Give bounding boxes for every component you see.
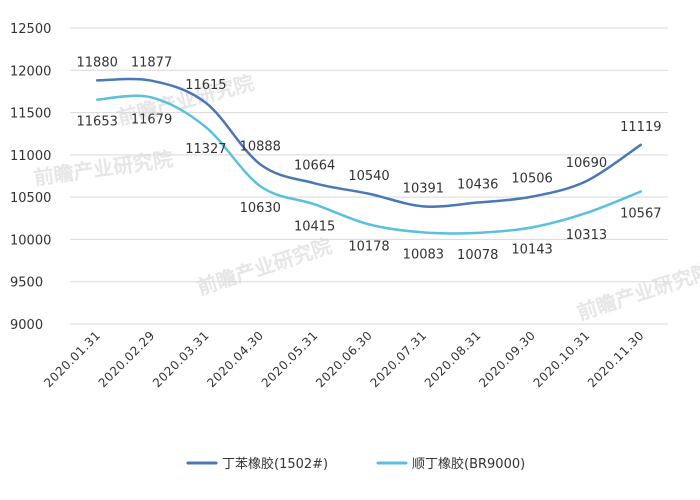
x-tick-label: 2020.06.30	[313, 328, 375, 390]
data-label: 10415	[294, 219, 335, 234]
data-label: 10143	[511, 242, 552, 257]
y-tick-label: 11500	[10, 107, 51, 122]
data-label: 10391	[403, 181, 444, 196]
x-tick-label: 2020.10.31	[531, 328, 593, 390]
y-tick-label: 12000	[10, 64, 51, 79]
watermark-text: 前瞻产业研究院	[194, 234, 335, 300]
y-axis-ticks: 9000 9500 10000 10500 11000 11500 12000 12500	[10, 22, 51, 333]
series-line	[95, 94, 643, 235]
data-label: 11615	[185, 78, 226, 93]
x-tick-label: 2020.07.31	[367, 328, 429, 390]
legend-label: 丁苯橡胶(1502#)	[222, 456, 328, 472]
y-tick-label: 10000	[10, 233, 51, 248]
data-label: 10313	[566, 228, 607, 243]
watermark-text: 前瞻产业研究院	[574, 259, 700, 325]
data-label: 10540	[348, 169, 389, 184]
y-tick-label: 9500	[10, 276, 43, 291]
y-tick-label: 9000	[10, 318, 43, 333]
x-tick-label: 2020.09.30	[476, 328, 538, 390]
watermark-text: 前瞻产业研究院	[32, 147, 174, 190]
data-labels: 11880 11877 11615 10888 10664 10540 10391 10436…	[77, 55, 662, 262]
data-label: 10083	[403, 247, 444, 262]
data-label: 11880	[77, 55, 118, 70]
legend-label: 顺丁橡胶(BR9000)	[412, 456, 525, 472]
y-tick-label: 11000	[10, 149, 51, 164]
data-label: 11679	[131, 112, 172, 127]
x-tick-label: 2020.03.31	[150, 328, 212, 390]
x-axis-ticks: 2020.01.312020.02.292020.03.312020.04.30…	[41, 328, 647, 390]
x-tick-label: 2020.04.30	[204, 328, 266, 390]
data-label: 11119	[620, 120, 661, 135]
data-label: 10888	[240, 139, 281, 154]
x-tick-label: 2020.11.30	[585, 328, 647, 390]
data-label: 10506	[511, 172, 552, 187]
data-label: 10078	[457, 248, 498, 263]
gridlines	[70, 27, 668, 325]
x-tick-label: 2020.05.31	[259, 328, 321, 390]
data-label: 10567	[620, 206, 661, 221]
data-label: 10630	[240, 201, 281, 216]
x-tick-label: 2020.08.31	[422, 328, 484, 390]
data-label: 10690	[566, 156, 607, 171]
legend: 丁苯橡胶(1502#) 顺丁橡胶(BR9000)	[186, 456, 525, 472]
series-lines	[95, 77, 643, 235]
data-label: 11653	[77, 115, 118, 130]
series-line	[95, 77, 643, 208]
data-label: 11877	[131, 56, 172, 71]
data-label: 10436	[457, 178, 498, 193]
y-tick-label: 12500	[10, 22, 51, 37]
x-tick-label: 2020.01.31	[41, 328, 103, 390]
data-label: 10664	[294, 158, 335, 173]
data-label: 10178	[348, 239, 389, 254]
x-tick-label: 2020.02.29	[96, 328, 158, 390]
data-label: 11327	[185, 142, 226, 157]
y-tick-label: 10500	[10, 191, 51, 206]
